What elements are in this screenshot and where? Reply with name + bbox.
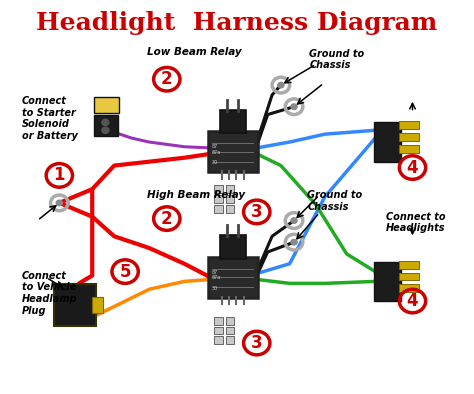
Bar xyxy=(399,284,419,292)
Bar xyxy=(399,121,419,129)
Bar xyxy=(399,145,419,153)
Text: Headlight  Harness Diagram: Headlight Harness Diagram xyxy=(36,11,438,35)
Text: 87: 87 xyxy=(212,269,218,275)
FancyBboxPatch shape xyxy=(219,110,246,133)
Text: Connect to
Headlights: Connect to Headlights xyxy=(386,212,446,233)
FancyBboxPatch shape xyxy=(93,115,118,136)
Text: Ground to
Chassis: Ground to Chassis xyxy=(307,190,363,212)
Bar xyxy=(214,195,223,203)
Bar xyxy=(226,327,234,335)
Text: 87a: 87a xyxy=(212,150,221,155)
Bar xyxy=(399,133,419,141)
Text: 5: 5 xyxy=(119,262,131,281)
Circle shape xyxy=(102,119,109,126)
FancyBboxPatch shape xyxy=(208,132,258,172)
Circle shape xyxy=(291,104,297,110)
Circle shape xyxy=(291,240,297,245)
Bar xyxy=(399,261,419,269)
Text: Connect
to Vehicle
Headlamp
Plug: Connect to Vehicle Headlamp Plug xyxy=(22,271,78,316)
Bar xyxy=(214,185,223,193)
Text: 87a: 87a xyxy=(212,275,221,281)
Text: Connect
to Starter
Solenoid
or Battery: Connect to Starter Solenoid or Battery xyxy=(22,96,78,141)
Text: 3: 3 xyxy=(251,334,263,352)
Text: 30: 30 xyxy=(212,160,218,165)
Bar xyxy=(92,297,103,313)
Text: 4: 4 xyxy=(407,158,418,177)
Circle shape xyxy=(291,218,297,223)
FancyBboxPatch shape xyxy=(54,284,96,326)
Bar xyxy=(399,273,419,281)
Circle shape xyxy=(102,127,109,134)
Bar xyxy=(214,336,223,344)
FancyBboxPatch shape xyxy=(93,97,119,113)
Text: Ground to
Chassis: Ground to Chassis xyxy=(310,49,365,71)
Text: 3: 3 xyxy=(251,203,263,221)
Text: 2: 2 xyxy=(161,210,173,228)
Bar xyxy=(226,336,234,344)
Bar xyxy=(226,317,234,325)
FancyBboxPatch shape xyxy=(374,262,401,301)
Bar xyxy=(226,185,234,193)
FancyBboxPatch shape xyxy=(219,236,246,258)
Text: Low Beam Relay: Low Beam Relay xyxy=(147,47,242,57)
Bar xyxy=(214,205,223,213)
Text: 30: 30 xyxy=(212,286,218,291)
Bar xyxy=(226,205,234,213)
Text: 2: 2 xyxy=(161,70,173,88)
FancyBboxPatch shape xyxy=(208,257,258,298)
Text: High Beam Relay: High Beam Relay xyxy=(147,190,245,200)
Circle shape xyxy=(56,200,63,206)
Text: 4: 4 xyxy=(407,292,418,310)
Text: 87: 87 xyxy=(212,144,218,149)
Bar xyxy=(214,327,223,335)
FancyBboxPatch shape xyxy=(374,122,401,162)
Text: 1: 1 xyxy=(54,166,65,184)
Bar xyxy=(214,317,223,325)
Circle shape xyxy=(278,82,284,88)
Bar xyxy=(226,195,234,203)
